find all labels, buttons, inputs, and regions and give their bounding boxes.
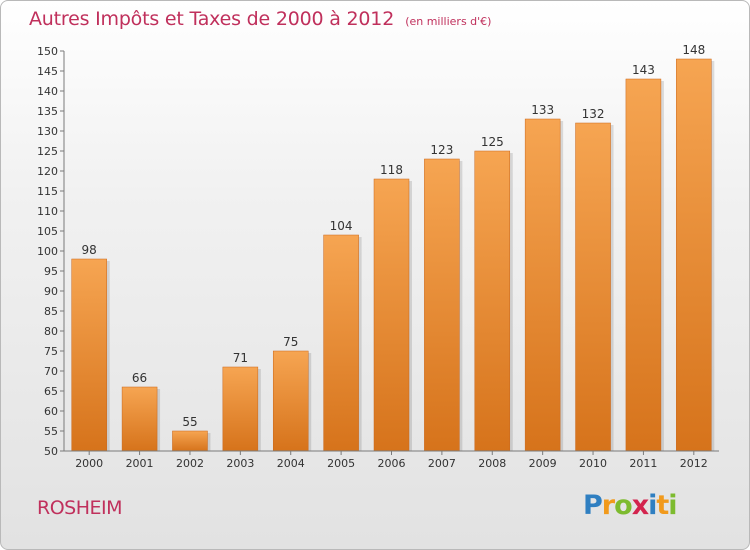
data-label: 143 [632, 63, 655, 77]
data-label: 55 [182, 415, 197, 429]
y-tick-label: 50 [44, 445, 58, 458]
logo-letter: i [668, 490, 677, 521]
y-tick-label: 125 [37, 145, 58, 158]
x-tick-label: 2007 [428, 457, 456, 470]
data-label: 104 [330, 219, 353, 233]
bar [323, 234, 359, 452]
x-tick-label: 2010 [579, 457, 607, 470]
x-tick-label: 2001 [126, 457, 154, 470]
bar [272, 350, 309, 452]
y-tick-label: 115 [37, 185, 58, 198]
bar [71, 258, 107, 452]
logo-letter: r [601, 490, 615, 521]
labels-layer: 98 2000 66 2001 55 2002 71 2003 75 2004 104 2005 118… [37, 43, 708, 470]
y-tick-label: 110 [37, 205, 58, 218]
y-tick-label: 140 [37, 85, 58, 98]
chart-title: Autres Impôts et Taxes de 2000 à 2012 [29, 8, 395, 30]
data-label: 66 [132, 371, 147, 385]
data-label: 71 [233, 351, 248, 365]
y-tick-label: 100 [37, 245, 58, 258]
y-tick-label: 70 [44, 365, 58, 378]
y-tick-label: 80 [44, 325, 58, 338]
x-tick-label: 2012 [680, 457, 708, 470]
bar [625, 78, 662, 452]
bar [524, 118, 561, 452]
bar [172, 430, 208, 452]
bar [575, 122, 611, 452]
data-label: 133 [531, 103, 554, 117]
y-tick-label: 90 [44, 285, 58, 298]
logo-letter: i [648, 490, 657, 521]
y-tick-label: 145 [37, 65, 58, 78]
y-tick-label: 85 [44, 305, 58, 318]
x-tick-label: 2006 [378, 457, 406, 470]
y-tick-label: 150 [37, 45, 58, 58]
data-label: 118 [380, 163, 403, 177]
y-tick-label: 75 [44, 345, 58, 358]
data-label: 98 [82, 243, 97, 257]
data-label: 125 [481, 135, 504, 149]
y-tick-label: 95 [44, 265, 58, 278]
data-label: 123 [430, 143, 453, 157]
x-tick-label: 2008 [478, 457, 506, 470]
logo-letter: o [614, 490, 633, 521]
x-tick-label: 2004 [277, 457, 305, 470]
y-tick-label: 120 [37, 165, 58, 178]
bar [121, 386, 158, 452]
title-block: Autres Impôts et Taxes de 2000 à 2012 (e… [29, 8, 491, 30]
y-tick-label: 105 [37, 225, 58, 238]
logo-letter: x [631, 490, 649, 521]
bar [222, 366, 259, 452]
x-tick-label: 2003 [226, 457, 254, 470]
data-label: 148 [682, 43, 705, 57]
y-tick-label: 55 [44, 425, 58, 438]
y-tick-label: 135 [37, 105, 58, 118]
bar [676, 58, 712, 452]
chart-subtitle: (en milliers d'€) [405, 15, 492, 28]
bar [474, 150, 511, 452]
x-tick-label: 2011 [629, 457, 657, 470]
city-name: ROSHEIM [37, 497, 123, 519]
x-tick-label: 2009 [529, 457, 557, 470]
bar [373, 178, 410, 452]
y-tick-label: 130 [37, 125, 58, 138]
y-tick-label: 60 [44, 405, 58, 418]
bars-layer [71, 58, 715, 452]
axis-layer [60, 50, 719, 455]
bar [424, 158, 460, 452]
data-label: 132 [582, 107, 605, 121]
data-label: 75 [283, 335, 298, 349]
logo-letter: P [583, 490, 603, 521]
proxiti-logo: Proxiti [583, 490, 678, 521]
y-tick-label: 65 [44, 385, 58, 398]
x-tick-label: 2005 [327, 457, 355, 470]
x-tick-label: 2002 [176, 457, 204, 470]
logo-letter: t [656, 490, 669, 521]
x-tick-label: 2000 [75, 457, 103, 470]
